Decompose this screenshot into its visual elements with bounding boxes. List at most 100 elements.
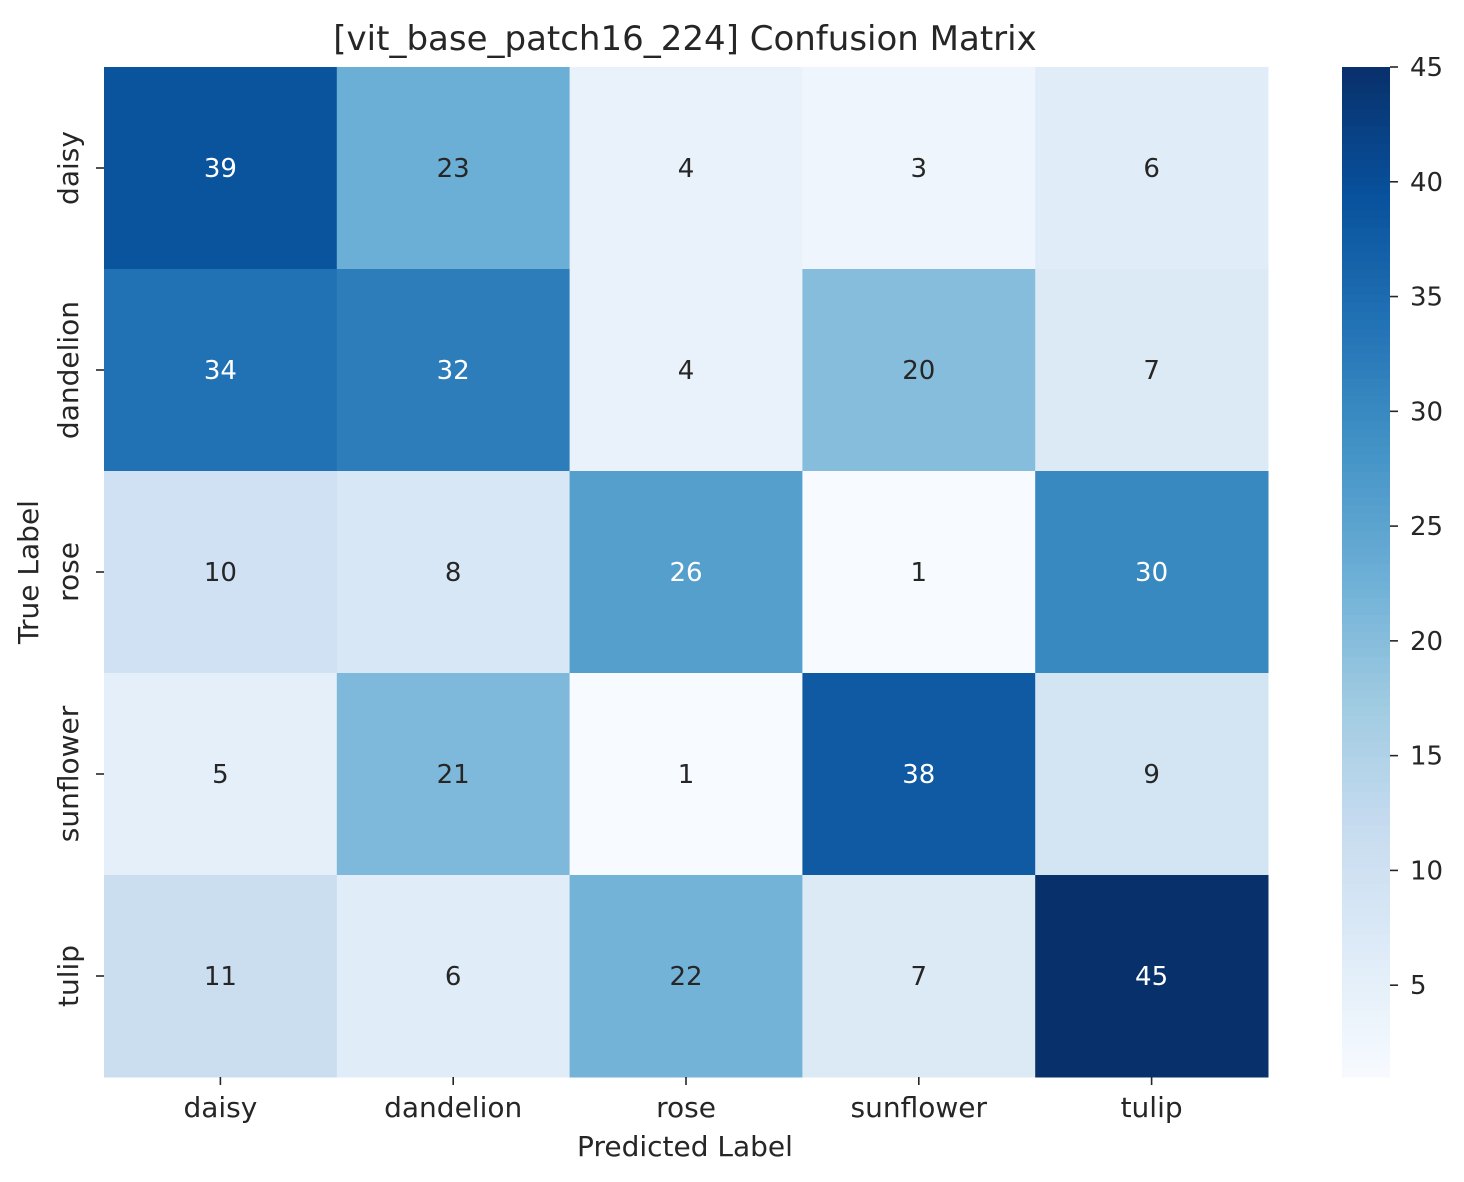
cell-daisy-sunflower	[802, 67, 1036, 270]
colorbar-gradient-step	[1342, 487, 1390, 497]
colorbar-tick-label: 35	[1410, 283, 1443, 313]
colorbar-gradient-step	[1342, 428, 1390, 438]
y-tick-label-daisy: daisy	[52, 131, 85, 205]
colorbar-gradient-step	[1342, 673, 1390, 683]
colorbar-gradient-step	[1342, 698, 1390, 708]
y-tick-label-sunflower: sunflower	[52, 705, 85, 842]
cell-value-label: 38	[902, 760, 935, 790]
colorbar-gradient-step	[1342, 950, 1390, 960]
cell-value-label: 22	[669, 962, 702, 992]
colorbar-gradient-step	[1342, 67, 1390, 77]
cell-value-label: 26	[669, 558, 702, 588]
colorbar-gradient-step	[1342, 210, 1390, 220]
colorbar-gradient-step	[1342, 403, 1390, 413]
colorbar-gradient-step	[1342, 420, 1390, 430]
x-tick-label-dandelion: dandelion	[384, 1091, 522, 1124]
colorbar-gradient-step	[1342, 841, 1390, 851]
cell-value-label: 4	[678, 356, 695, 386]
cell-tulip-tulip	[1035, 875, 1269, 1078]
y-tick-label-tulip: tulip	[52, 945, 85, 1007]
colorbar-gradient-step	[1342, 1009, 1390, 1019]
colorbar-gradient-step	[1342, 513, 1390, 523]
colorbar-gradient-step	[1342, 1051, 1390, 1061]
colorbar-gradient-step	[1342, 454, 1390, 464]
colorbar-gradient-step	[1342, 1043, 1390, 1053]
colorbar-gradient-step	[1342, 193, 1390, 203]
x-tick-label-daisy: daisy	[183, 1091, 257, 1124]
colorbar-gradient-step	[1342, 319, 1390, 329]
cell-sunflower-daisy	[104, 673, 338, 876]
colorbar-gradient-step	[1342, 900, 1390, 910]
cell-dandelion-rose	[569, 269, 803, 472]
colorbar-gradient-step	[1342, 412, 1390, 422]
colorbar-gradient-step	[1342, 201, 1390, 211]
cell-value-label: 39	[204, 154, 237, 184]
colorbar-gradient-step	[1342, 976, 1390, 986]
colorbar-gradient-step	[1342, 395, 1390, 405]
colorbar-gradient-step	[1342, 597, 1390, 607]
cell-sunflower-tulip	[1035, 673, 1269, 876]
cell-sunflower-rose	[569, 673, 803, 876]
cell-value-label: 9	[1143, 760, 1160, 790]
colorbar-gradient-step	[1342, 235, 1390, 245]
colorbar-gradient-step	[1342, 790, 1390, 800]
colorbar-gradient-step	[1342, 757, 1390, 767]
colorbar-gradient-step	[1342, 285, 1390, 295]
colorbar-gradient-step	[1342, 529, 1390, 539]
cell-value-label: 1	[678, 760, 695, 790]
colorbar-gradient-step	[1342, 832, 1390, 842]
cell-rose-dandelion	[336, 471, 571, 674]
colorbar-gradient-step	[1342, 967, 1390, 977]
colorbar-gradient-step	[1342, 260, 1390, 270]
heatmap-cells	[104, 67, 1269, 1078]
cell-sunflower-dandelion	[336, 673, 571, 876]
colorbar-gradient-step	[1342, 142, 1390, 152]
y-tick-label-rose: rose	[52, 542, 85, 602]
cell-dandelion-sunflower	[802, 269, 1036, 472]
colorbar-gradient-step	[1342, 168, 1390, 178]
cell-value-label: 23	[437, 154, 470, 184]
colorbar-gradient-step	[1342, 184, 1390, 194]
colorbar-gradient-step	[1342, 226, 1390, 236]
x-tick-label-rose: rose	[656, 1091, 716, 1124]
cell-value-label: 5	[212, 760, 229, 790]
cell-value-label: 11	[204, 962, 237, 992]
colorbar-gradient-step	[1342, 75, 1390, 85]
cell-value-label: 10	[204, 558, 237, 588]
cell-value-label: 32	[437, 356, 470, 386]
cell-daisy-daisy	[104, 67, 338, 270]
colorbar-tick-label: 25	[1410, 512, 1443, 542]
cell-value-label: 7	[1143, 356, 1160, 386]
colorbar-gradient-step	[1342, 706, 1390, 716]
chart-title: [vit_base_patch16_224] Confusion Matrix	[333, 19, 1036, 59]
colorbar-gradient-step	[1342, 445, 1390, 455]
colorbar-gradient-step	[1342, 664, 1390, 674]
x-tick-label-sunflower: sunflower	[851, 1091, 988, 1124]
colorbar-gradient-step	[1342, 336, 1390, 346]
colorbar-gradient-step	[1342, 992, 1390, 1002]
colorbar: 5 10 15 20 25 30 35 40 45	[1342, 53, 1443, 1078]
cell-dandelion-daisy	[104, 269, 338, 472]
colorbar-gradient-step	[1342, 353, 1390, 363]
colorbar-gradient-step	[1342, 925, 1390, 935]
cell-tulip-daisy	[104, 875, 338, 1078]
colorbar-gradient-step	[1342, 386, 1390, 396]
colorbar-gradient-step	[1342, 538, 1390, 548]
colorbar-gradient-step	[1342, 942, 1390, 952]
colorbar-gradient-step	[1342, 933, 1390, 943]
cell-value-label: 20	[902, 356, 935, 386]
cell-tulip-dandelion	[336, 875, 571, 1078]
colorbar-gradient-step	[1342, 496, 1390, 506]
colorbar-gradient-step	[1342, 1060, 1390, 1070]
colorbar-tick-label: 10	[1410, 856, 1443, 886]
y-axis-ticks: daisy dandelion rose sunflower tulip	[52, 131, 104, 1007]
y-axis-label: True Label	[12, 500, 45, 645]
x-axis-label: Predicted Label	[577, 1130, 793, 1163]
colorbar-gradient-step	[1342, 807, 1390, 817]
colorbar-gradient-step	[1342, 866, 1390, 876]
colorbar-gradient-step	[1342, 580, 1390, 590]
cell-daisy-rose	[569, 67, 803, 270]
colorbar-tick-label: 15	[1410, 742, 1443, 772]
colorbar-gradient-step	[1342, 908, 1390, 918]
